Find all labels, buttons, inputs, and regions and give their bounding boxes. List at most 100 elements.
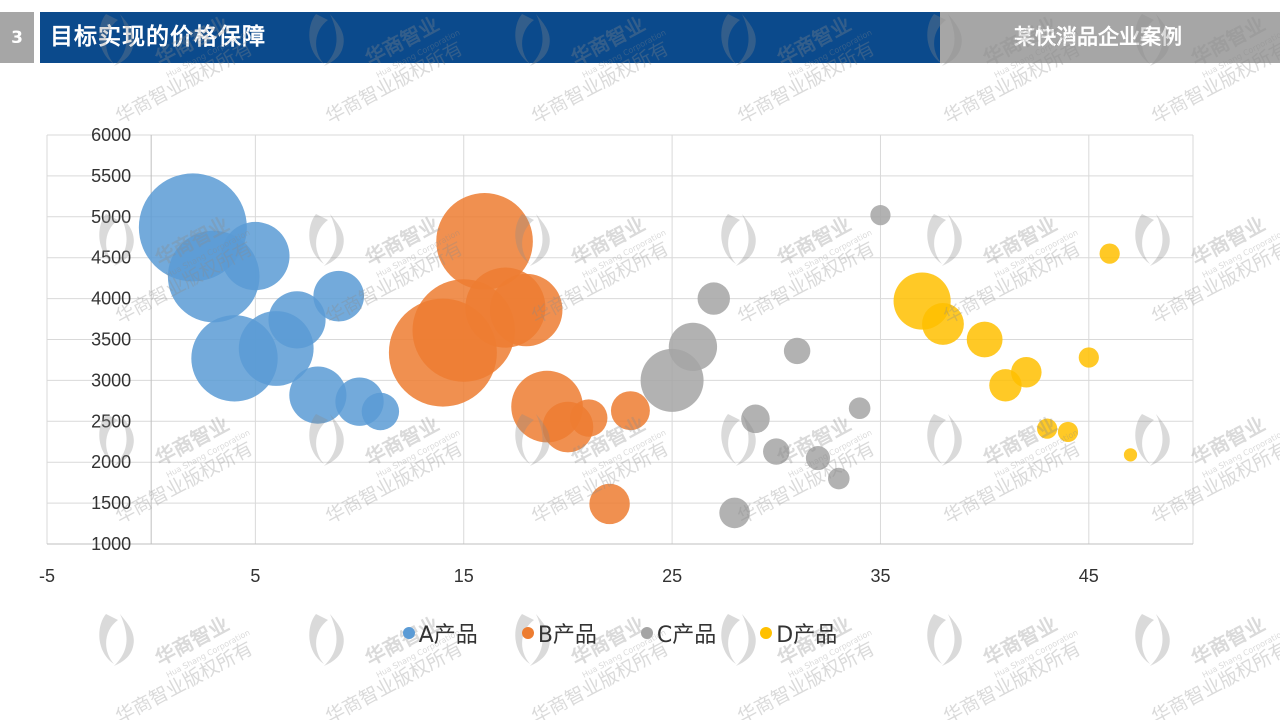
x-tick-label: 5 xyxy=(250,566,260,586)
legend-marker-icon xyxy=(521,627,534,639)
series-2 xyxy=(388,193,650,525)
watermark-logo-icon xyxy=(515,414,550,466)
y-tick-label: 4000 xyxy=(91,289,131,309)
legend-label: C产品 xyxy=(656,623,717,648)
bubble xyxy=(966,321,1003,358)
x-tick-label: -5 xyxy=(39,566,55,586)
header-right-bar xyxy=(940,12,1280,63)
header-bar xyxy=(40,12,940,63)
watermark-logo-icon xyxy=(99,614,134,666)
watermark-logo-icon xyxy=(721,414,756,466)
bubble xyxy=(1037,418,1058,439)
watermark-logo-icon xyxy=(927,214,962,266)
bubble xyxy=(313,270,365,322)
legend-label: D产品 xyxy=(776,623,838,648)
legend-marker-icon xyxy=(760,627,773,639)
y-tick-label: 6000 xyxy=(91,125,131,145)
y-tick-label: 2500 xyxy=(91,411,131,431)
watermark-logo-icon xyxy=(721,14,756,66)
bubble xyxy=(361,392,400,431)
legend-marker-icon xyxy=(640,627,653,639)
watermark-logo-icon xyxy=(309,414,344,466)
page-title: 目标实现的价格保障 xyxy=(50,24,266,50)
bubble xyxy=(763,438,790,465)
watermark-logo-icon xyxy=(515,214,550,266)
bubble xyxy=(1078,347,1099,368)
bubble xyxy=(436,193,533,290)
watermark-logo-icon xyxy=(99,14,134,66)
legend-item-2: B产品 xyxy=(521,616,597,650)
bubble xyxy=(805,446,831,471)
watermark-logo-icon xyxy=(99,214,134,266)
y-tick-label: 5500 xyxy=(91,166,131,186)
legend-label: A产品 xyxy=(418,623,478,648)
chart-legend: A产品 B产品 C产品 D产品 xyxy=(0,616,1240,650)
bubble xyxy=(783,337,811,365)
y-tick-label: 4500 xyxy=(91,248,131,268)
bubble xyxy=(1011,356,1042,388)
legend-item-1: A产品 xyxy=(402,616,478,650)
watermark-logo-icon xyxy=(721,614,756,666)
bubble xyxy=(1099,243,1120,264)
bubble xyxy=(741,404,770,434)
watermark-logo-icon xyxy=(1135,614,1170,666)
legend-item-3: C产品 xyxy=(640,616,717,650)
bubble xyxy=(922,303,964,345)
bubble xyxy=(268,291,326,349)
bubble xyxy=(221,221,290,291)
case-label: 某快消品企业案例 xyxy=(1014,25,1182,49)
watermark-logo-icon xyxy=(1135,14,1170,66)
series-1 xyxy=(138,173,400,431)
bubble xyxy=(827,467,850,490)
bubble xyxy=(668,322,718,372)
watermark-logo-icon xyxy=(1135,414,1170,466)
watermark-logo-icon xyxy=(927,614,962,666)
bubble xyxy=(490,273,563,347)
legend-item-4: D产品 xyxy=(760,616,837,650)
bubble xyxy=(848,397,871,420)
y-tick-label: 2000 xyxy=(91,452,131,472)
y-tick-label: 1000 xyxy=(91,534,131,554)
bubble xyxy=(1123,448,1138,462)
watermark-logo-icon xyxy=(99,414,134,466)
bubble xyxy=(719,497,750,529)
legend-marker-icon xyxy=(402,627,415,639)
watermark-logo-icon xyxy=(1135,214,1170,266)
y-tick-label: 3000 xyxy=(91,370,131,390)
watermark-logo-icon xyxy=(927,414,962,466)
watermark-logo-icon xyxy=(309,214,344,266)
bubble xyxy=(870,205,891,226)
bubble xyxy=(570,399,608,437)
y-tick-label: 1500 xyxy=(91,493,131,513)
watermark-logo-icon xyxy=(927,14,962,66)
bubble xyxy=(1057,421,1079,443)
watermark-logo-icon xyxy=(309,14,344,66)
bubble xyxy=(697,282,730,315)
series-3 xyxy=(640,205,891,529)
x-tick-label: 25 xyxy=(662,566,682,586)
bubble xyxy=(610,391,650,431)
y-tick-label: 5000 xyxy=(91,207,131,227)
series-4 xyxy=(893,243,1138,462)
watermark-logo-icon xyxy=(515,14,550,66)
bubble xyxy=(289,366,347,424)
watermark-logo-icon xyxy=(309,614,344,666)
x-tick-label: 15 xyxy=(454,566,474,586)
x-tick-label: 35 xyxy=(870,566,890,586)
watermark-logo-icon xyxy=(721,214,756,266)
slide-number: 3 xyxy=(0,12,34,63)
